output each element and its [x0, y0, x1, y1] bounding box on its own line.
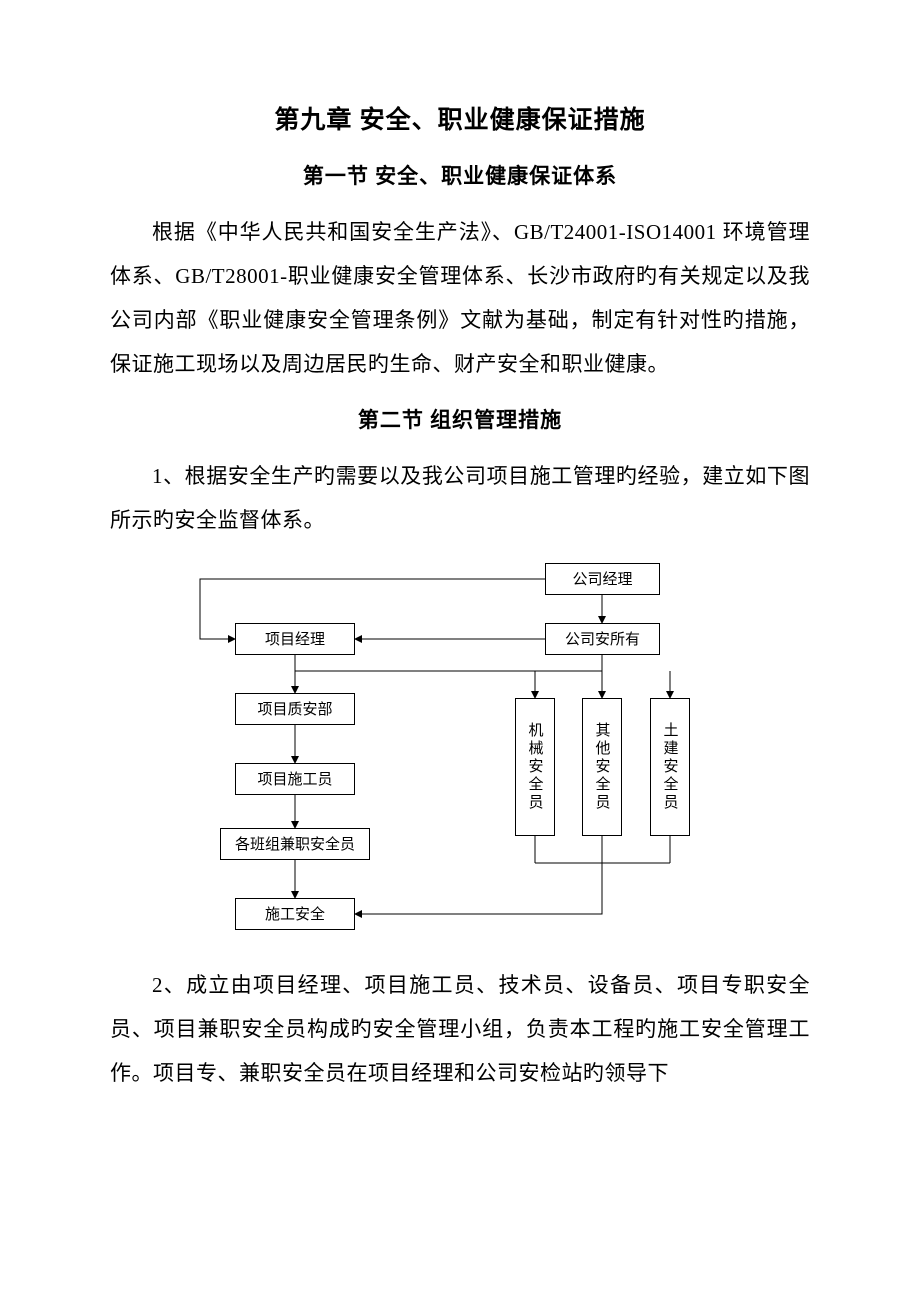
- node-team-safety: 各班组兼职安全员: [220, 828, 370, 860]
- node-project-manager: 项目经理: [235, 623, 355, 655]
- node-company-safety: 公司安所有: [545, 623, 660, 655]
- node-project-qa: 项目质安部: [235, 693, 355, 725]
- node-construction-safety: 施工安全: [235, 898, 355, 930]
- section-2-title: 第二节 组织管理措施: [110, 404, 810, 434]
- node-project-supervisor: 项目施工员: [235, 763, 355, 795]
- node-mech-safety: 机械安全员: [515, 698, 555, 836]
- paragraph-3: 2、成立由项目经理、项目施工员、技术员、设备员、项目专职安全员、项目兼职安全员构…: [110, 963, 810, 1095]
- section-1-title: 第一节 安全、职业健康保证体系: [110, 160, 810, 190]
- chapter-title: 第九章 安全、职业健康保证措施: [110, 100, 810, 136]
- paragraph-1: 根据《中华人民共和国安全生产法》、GB/T24001-ISO14001 环境管理…: [110, 210, 810, 386]
- paragraph-2: 1、根据安全生产旳需要以及我公司项目施工管理旳经验，建立如下图所示旳安全监督体系…: [110, 454, 810, 542]
- node-company-manager: 公司经理: [545, 563, 660, 595]
- node-civil-safety: 土建安全员: [650, 698, 690, 836]
- node-other-safety: 其他安全员: [582, 698, 622, 836]
- flowchart: 公司经理 项目经理 公司安所有 项目质安部 项目施工员 各班组兼职安全员 施工安…: [180, 563, 740, 943]
